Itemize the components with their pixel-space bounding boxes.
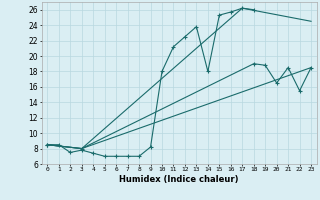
X-axis label: Humidex (Indice chaleur): Humidex (Indice chaleur) [119, 175, 239, 184]
